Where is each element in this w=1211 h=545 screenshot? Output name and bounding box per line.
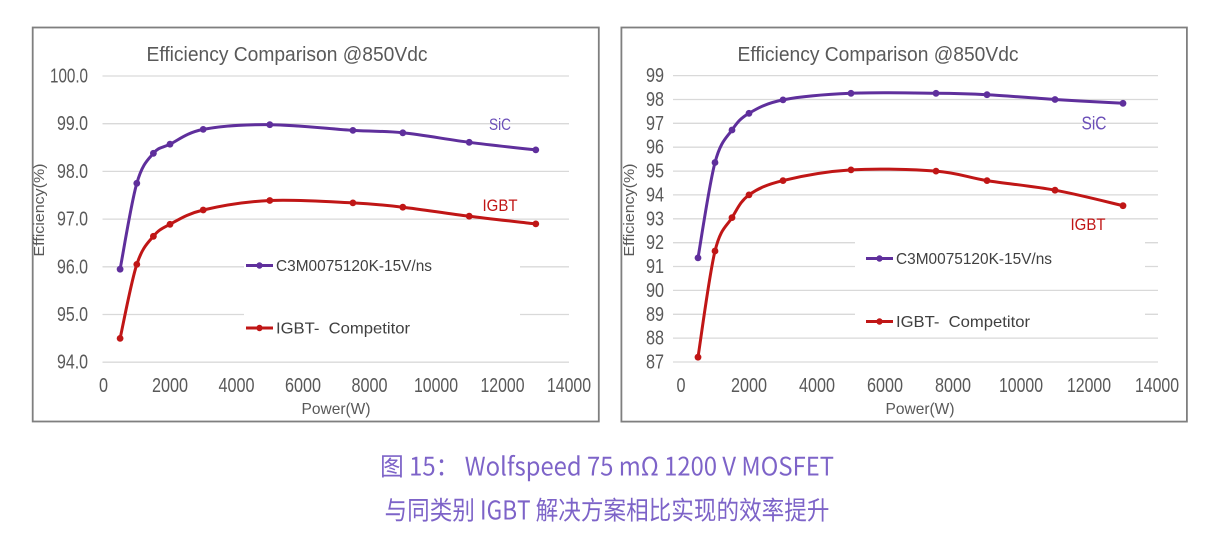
svg-text:C3M0075120K-15V/ns: C3M0075120K-15V/ns xyxy=(276,258,432,275)
svg-text:88: 88 xyxy=(646,328,664,350)
svg-text:SiC: SiC xyxy=(489,115,511,134)
svg-text:Efficiency(%): Efficiency(%) xyxy=(32,164,48,257)
svg-text:92: 92 xyxy=(646,232,664,254)
svg-text:4000: 4000 xyxy=(799,375,835,397)
svg-text:12000: 12000 xyxy=(1067,375,1111,397)
svg-text:Efficiency Comparison @850Vdc: Efficiency Comparison @850Vdc xyxy=(147,44,428,66)
svg-text:0: 0 xyxy=(677,375,686,397)
svg-text:87: 87 xyxy=(646,352,664,374)
svg-text:95.0: 95.0 xyxy=(57,304,88,326)
svg-text:100.0: 100.0 xyxy=(50,66,88,88)
svg-text:96.0: 96.0 xyxy=(57,256,88,278)
svg-text:4000: 4000 xyxy=(219,375,255,397)
svg-text:6000: 6000 xyxy=(867,375,903,397)
svg-text:Efficiency Comparison @850Vdc: Efficiency Comparison @850Vdc xyxy=(738,44,1019,66)
svg-text:95: 95 xyxy=(646,161,664,183)
svg-text:89: 89 xyxy=(646,304,664,326)
svg-text:2000: 2000 xyxy=(731,375,767,397)
svg-text:94.0: 94.0 xyxy=(57,352,88,374)
svg-text:Power(W): Power(W) xyxy=(886,401,955,418)
svg-text:94: 94 xyxy=(646,184,664,206)
svg-text:98.0: 98.0 xyxy=(57,161,88,183)
svg-text:IGBT- Competitor: IGBT- Competitor xyxy=(276,321,411,338)
svg-text:C3M0075120K-15V/ns: C3M0075120K-15V/ns xyxy=(896,251,1052,268)
svg-text:96: 96 xyxy=(646,137,664,159)
svg-text:98: 98 xyxy=(646,89,664,111)
svg-text:8000: 8000 xyxy=(352,375,388,397)
svg-text:14000: 14000 xyxy=(547,375,591,397)
svg-text:10000: 10000 xyxy=(999,375,1043,397)
svg-text:Efficiency(%): Efficiency(%) xyxy=(622,164,638,257)
svg-text:Power(W): Power(W) xyxy=(302,401,371,418)
svg-text:91: 91 xyxy=(646,256,664,278)
svg-text:12000: 12000 xyxy=(481,375,525,397)
svg-text:97: 97 xyxy=(646,113,664,135)
svg-text:6000: 6000 xyxy=(285,375,321,397)
svg-text:90: 90 xyxy=(646,280,664,302)
svg-text:93: 93 xyxy=(646,208,664,230)
svg-text:0: 0 xyxy=(99,375,108,397)
svg-text:IGBT: IGBT xyxy=(483,196,518,215)
svg-text:IGBT: IGBT xyxy=(1071,215,1106,234)
svg-text:14000: 14000 xyxy=(1135,375,1179,397)
svg-text:99.0: 99.0 xyxy=(57,113,88,135)
svg-text:97.0: 97.0 xyxy=(57,209,88,231)
svg-text:SiC: SiC xyxy=(1082,114,1107,134)
svg-text:99: 99 xyxy=(646,65,664,87)
svg-text:10000: 10000 xyxy=(414,375,458,397)
svg-text:8000: 8000 xyxy=(935,375,971,397)
svg-text:2000: 2000 xyxy=(152,375,188,397)
svg-text:IGBT- Competitor: IGBT- Competitor xyxy=(896,314,1031,331)
